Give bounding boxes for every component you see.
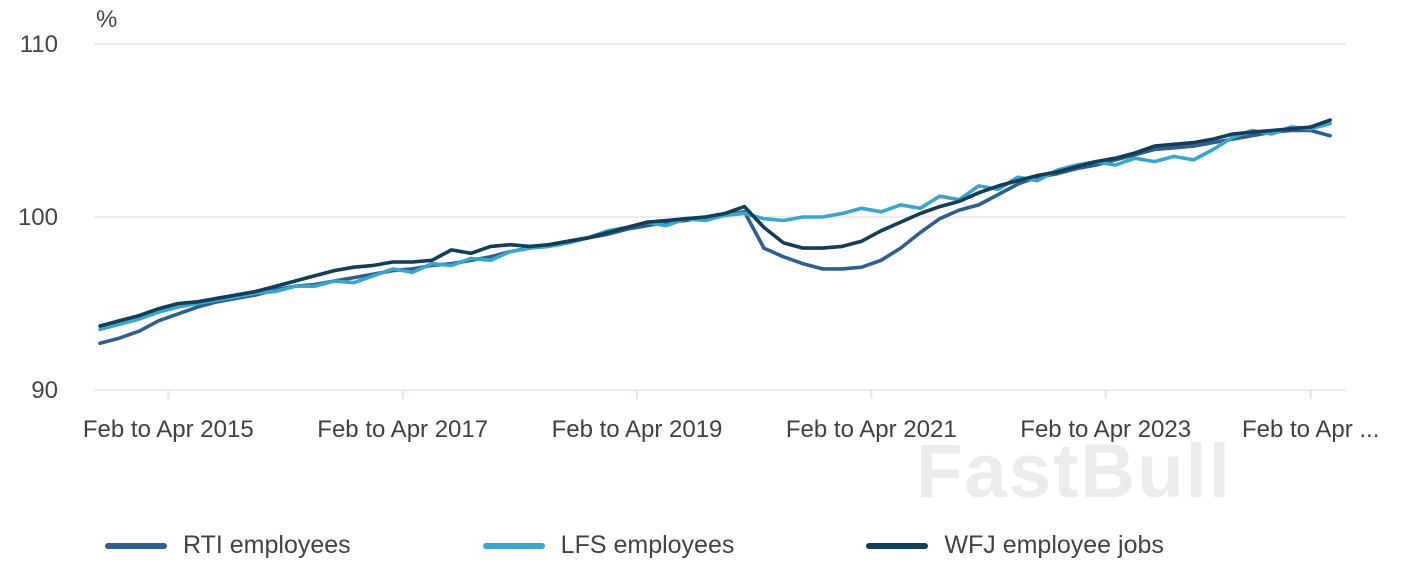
legend-swatch-rti-icon — [105, 542, 167, 549]
x-tick-label-0: Feb to Apr 2015 — [83, 416, 254, 443]
x-tick-label-1: Feb to Apr 2017 — [317, 416, 488, 443]
legend-label-rti: RTI employees — [183, 531, 351, 559]
x-tick-label-2: Feb to Apr 2019 — [552, 416, 723, 443]
y-axis-unit-label: % — [96, 6, 117, 33]
series-line-wfj — [98, 118, 1332, 328]
legend-item-rti: RTI employees — [105, 531, 351, 560]
employment-line-chart: 110 100 90% Feb to Apr 2015 Feb to Apr 2017 F… — [18, 6, 1379, 443]
x-tick-label-5: Feb to Apr ... — [1242, 416, 1379, 443]
y-tick-label-90: 90 — [31, 377, 58, 404]
legend-label-wfj: WFJ employee jobs — [944, 531, 1164, 559]
legend-item-wfj: WFJ employee jobs — [866, 531, 1164, 560]
x-tick-label-3: Feb to Apr 2021 — [786, 416, 957, 443]
y-tick-label-110: 110 — [20, 31, 58, 58]
watermark: FastBull — [916, 429, 1232, 514]
legend-swatch-wfj-icon — [866, 542, 929, 549]
legend-item-lfs: LFS employees — [482, 531, 735, 560]
y-tick-label-100: 100 — [18, 204, 58, 231]
chart-legend: RTI employees LFS employees WFJ employee… — [105, 531, 1164, 560]
x-tick-label-4: Feb to Apr 2023 — [1020, 416, 1191, 443]
series-line-rti — [98, 128, 1332, 346]
series-line-lfs — [98, 121, 1332, 332]
legend-swatch-lfs-icon — [482, 542, 545, 549]
legend-label-lfs: LFS employees — [560, 531, 735, 559]
